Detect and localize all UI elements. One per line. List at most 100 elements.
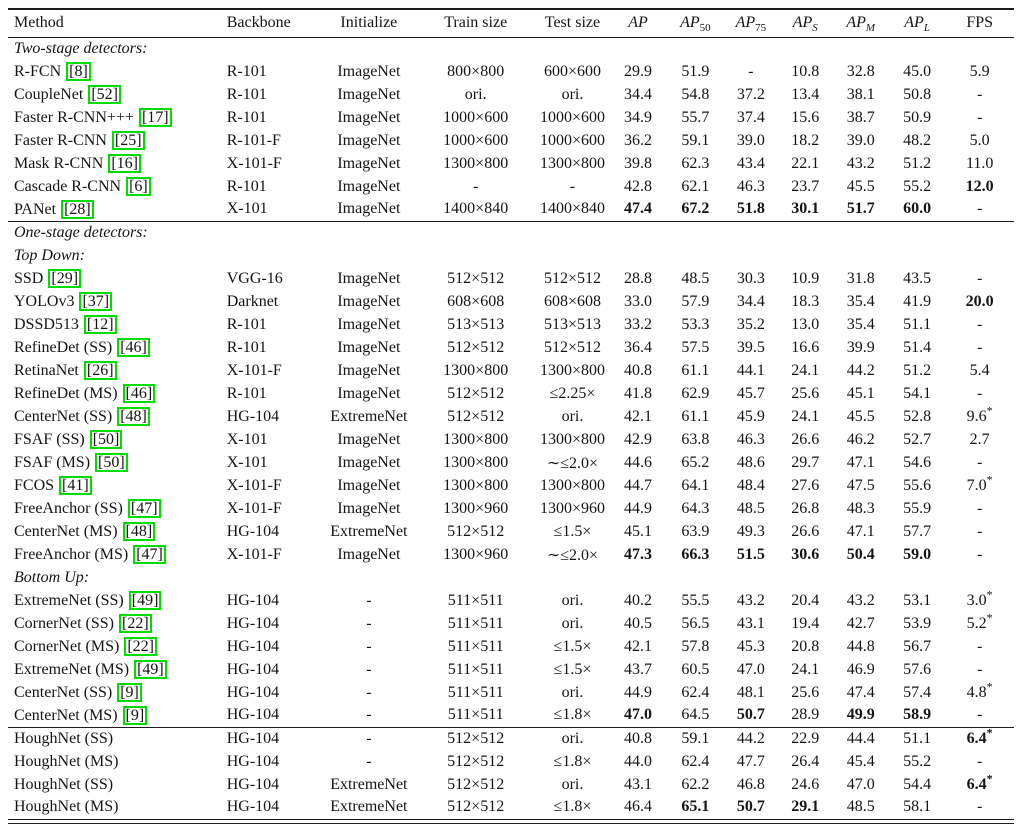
method-cell: DSSD513 [12] (8, 313, 224, 336)
cell-ap: 36.2 (623, 131, 652, 149)
cell-backbone: HG-104 (226, 407, 280, 425)
cell-test: ∼≤2.0× (546, 546, 599, 564)
cell-apl: 50.9 (903, 108, 932, 126)
table-row: RefineDet (MS) [46] R-101 ImageNet 512×512 ≤2… (8, 382, 1014, 405)
citation-link[interactable]: [17] (138, 108, 172, 127)
citation-link[interactable]: [52] (88, 85, 121, 104)
table-row: PANet [28] X-101 ImageNet 1400×840 1400×840 47… (8, 198, 1014, 221)
method-cell: HoughNet (SS) (8, 773, 224, 796)
cell-train: 512×512 (447, 407, 505, 425)
cell-backbone: HG-104 (226, 706, 280, 724)
citation-link[interactable]: [50] (95, 453, 128, 472)
citation-link[interactable]: [6] (126, 177, 151, 196)
cell-init: - (366, 660, 372, 678)
method-name: Faster R-CNN+++ (14, 109, 134, 126)
cell-test: 512×512 (543, 269, 601, 287)
citation-link[interactable]: [16] (108, 154, 141, 173)
cell-init: ImageNet (337, 108, 401, 126)
cell-apm: 50.4 (846, 545, 875, 563)
cell-fps: 12.0 (965, 177, 994, 195)
table-row: CornerNet (MS) [22] HG-104-511×511 ≤1.5× 42.… (8, 635, 1014, 658)
method-cell: FreeAnchor (SS) [47] (8, 497, 224, 520)
section-label-row: Two-stage detectors: (8, 37, 1014, 60)
citation-link[interactable]: [46] (122, 384, 156, 403)
cell-aps: 25.6 (791, 683, 820, 701)
method-name: CenterNet (MS) (14, 706, 118, 724)
citation-link[interactable]: [29] (48, 269, 82, 288)
cell-aps: 15.6 (791, 108, 820, 126)
cell-ap50: 65.1 (681, 798, 710, 816)
citation-link[interactable]: [22] (118, 614, 152, 633)
cell-train: 512×512 (447, 729, 505, 747)
col-header-method: Method (14, 14, 64, 32)
cell-apm: 45.4 (846, 752, 875, 770)
cell-fps: - (977, 85, 983, 103)
cell-init: ImageNet (337, 292, 401, 310)
table-row: FCOS [41] X-101-F ImageNet 1300×800 1300×800 4… (8, 474, 1014, 497)
citation-link[interactable]: [41] (59, 476, 92, 495)
cell-backbone: HG-104 (226, 522, 280, 540)
table-row: Cascade R-CNN [6] R-101 ImageNet - -42.8 62.1 4… (8, 175, 1014, 198)
citation-link[interactable]: [50] (89, 430, 123, 449)
cell-fps: - (977, 706, 983, 724)
citation-link[interactable]: [48] (117, 407, 150, 426)
cell-apl: 54.4 (903, 775, 932, 793)
table-row: ExtremeNet (SS) [49] HG-104-511×511 ori. 40.… (8, 589, 1014, 612)
method-cell: FSAF (MS) [50] (8, 451, 224, 474)
section-label: Top Down: (14, 246, 85, 264)
cell-aps: 13.4 (791, 85, 820, 103)
citation-link[interactable]: [8] (66, 62, 91, 81)
citation-link[interactable]: [9] (117, 683, 142, 702)
cell-aps: 24.1 (791, 660, 820, 678)
cell-ap75: 49.3 (736, 522, 765, 540)
citation-link[interactable]: [37] (79, 292, 113, 311)
cell-ap75: 44.2 (736, 729, 765, 747)
cell-aps: 20.4 (791, 591, 820, 609)
cell-fps: - (977, 315, 983, 333)
method-cell: Faster R-CNN+++ [17] (8, 106, 224, 129)
citation-link[interactable]: [9] (122, 705, 148, 725)
method-cell: CenterNet (MS) [9] (8, 704, 224, 727)
cell-ap75: 43.2 (736, 591, 765, 609)
cell-ap75: 50.7 (736, 798, 765, 816)
citation-link[interactable]: [26] (83, 361, 117, 380)
cell-ap: 46.4 (623, 798, 652, 816)
citation-link[interactable]: [12] (83, 315, 117, 334)
cell-ap: 42.9 (623, 430, 652, 448)
cell-ap50: 59.1 (681, 729, 710, 747)
citation-link[interactable]: [49] (134, 660, 167, 679)
cell-init: ImageNet (337, 384, 401, 402)
citation-link[interactable]: [48] (122, 522, 156, 541)
citation-link[interactable]: [28] (61, 199, 94, 219)
cell-apl: 58.9 (903, 706, 932, 724)
cell-apl: 51.1 (903, 729, 932, 747)
citation-link[interactable]: [47] (133, 545, 166, 564)
cell-test: ori. (561, 729, 584, 747)
cell-backbone: HG-104 (226, 798, 280, 816)
cell-init: - (366, 614, 372, 632)
cell-train: 511×511 (447, 591, 504, 609)
citation-link[interactable]: [47] (127, 499, 161, 518)
citation-link[interactable]: [49] (128, 591, 162, 610)
cell-backbone: HG-104 (226, 591, 280, 609)
citation-link[interactable]: [22] (124, 637, 157, 656)
cell-apm: 31.8 (846, 269, 875, 287)
cell-fps: 5.4 (969, 361, 990, 379)
cell-backbone: VGG-16 (226, 269, 283, 287)
cell-ap50: 55.5 (681, 591, 710, 609)
method-name: FreeAnchor (SS) (14, 500, 123, 517)
method-name: Faster R-CNN (14, 132, 107, 149)
table-row: CornerNet (SS) [22] HG-104-511×511 ori. 40.5… (8, 612, 1014, 635)
cell-apl: 45.0 (903, 62, 932, 80)
citation-link[interactable]: [25] (111, 131, 145, 150)
citation-link[interactable]: [46] (117, 338, 150, 357)
cell-ap50: 59.1 (681, 131, 710, 149)
cell-apm: 43.2 (846, 591, 875, 609)
method-cell: FSAF (SS) [50] (8, 428, 224, 451)
cell-apm: 48.3 (846, 499, 875, 517)
cell-fps: - (977, 522, 983, 540)
cell-ap50: 65.2 (681, 453, 710, 471)
method-cell: YOLOv3 [37] (8, 290, 224, 313)
method-cell: RetinaNet [26] (8, 359, 224, 382)
cell-aps: 29.7 (791, 453, 820, 471)
